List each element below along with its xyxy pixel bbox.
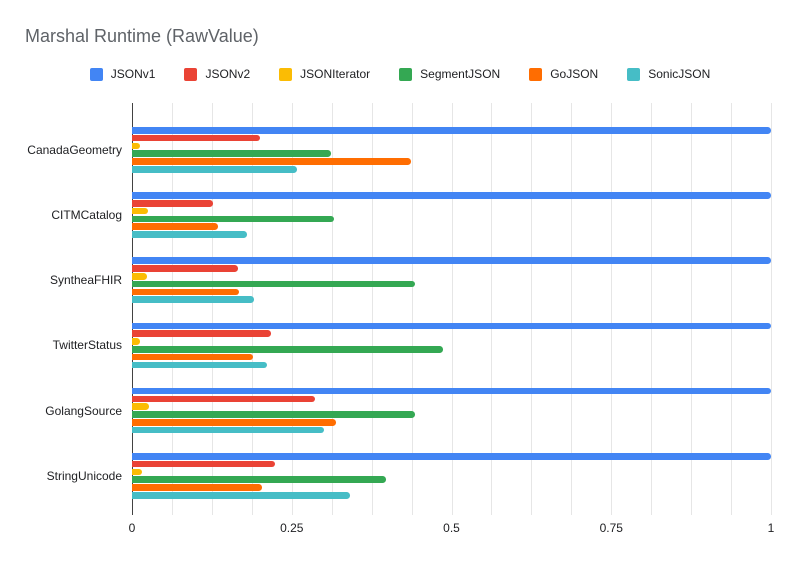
category-label-stringunicode: StringUnicode [46,468,122,483]
gridline [411,103,413,515]
bar-twitterstatus-jsonv1 [132,322,771,330]
legend-item-jsoniterator: JSONIterator [279,67,370,81]
bar-syntheafhir-segmentjson [132,280,416,288]
x-tick-label-0-75: 0.75 [599,521,623,535]
category-label-syntheafhir: SyntheaFHIR [49,273,122,288]
legend-item-segmentjson: SegmentJSON [399,67,500,81]
bar-golangsource-jsonv2 [132,395,315,403]
category-label-citmcatalog: CITMCatalog [51,208,122,222]
bar-twitterstatus-segmentjson [132,346,443,353]
legend-label: JSONIterator [300,67,371,81]
bar-citmcatalog-segmentjson [132,215,334,223]
legend-item-jsonv2: JSONv2 [184,67,250,81]
bar-citmcatalog-jsonv1 [132,192,771,199]
gridline [771,103,772,515]
bar-citmcatalog-jsoniterator [132,207,148,215]
gridline [731,103,733,515]
legend-label: JSONv1 [110,67,156,81]
bar-syntheafhir-gojson [132,288,240,296]
bar-stringunicode-gojson [132,484,262,491]
bar-stringunicode-sonicjson [132,492,350,499]
bar-syntheafhir-jsonv1 [132,257,771,264]
bar-twitterstatus-gojson [132,353,254,361]
bar-stringunicode-jsonv2 [132,460,276,468]
x-tick-label-1: 1 [767,521,775,535]
legend-swatch-icon [627,67,641,81]
bar-stringunicode-segmentjson [132,476,387,483]
x-tick-label-0: 0 [128,521,136,535]
gridline [251,103,253,515]
gridline [571,103,573,515]
chart-legend: JSONv1 JSONv2 JSONIterator SegmentJSON GoJSO… [0,66,800,82]
gridline [331,103,333,515]
legend-label: SonicJSON [648,67,711,81]
bar-twitterstatus-jsonv2 [132,330,272,337]
chart-area: CanadaGeometry CITMCatalog SyntheaFHIR Twit… [0,103,800,543]
gridline [491,103,493,515]
bar-golangsource-jsonv1 [132,387,771,395]
bar-golangsource-sonicjson [132,426,324,434]
bar-canadageometry-sonicjson [132,166,297,173]
legend-label: SegmentJSON [420,67,501,81]
category-axis: CanadaGeometry CITMCatalog SyntheaFHIR Twit… [0,103,127,515]
x-tick-label-0-25: 0.25 [280,521,304,535]
bar-canadageometry-jsonv1 [132,127,771,134]
gridline [211,103,213,515]
bar-twitterstatus-sonicjson [132,361,268,369]
legend-label: GoJSON [550,67,599,81]
bar-canadageometry-jsoniterator [132,142,141,150]
gridline [171,103,173,515]
bar-golangsource-jsoniterator [132,403,149,410]
bar-canadageometry-gojson [132,158,412,165]
chart-title: Marshal Runtime (RawValue) [25,26,259,46]
bar-golangsource-segmentjson [132,411,416,418]
category-label-twitterstatus: TwitterStatus [52,338,122,353]
legend-swatch-icon [399,67,413,81]
gridline [611,103,613,515]
legend-swatch-icon [89,67,103,81]
bar-canadageometry-segmentjson [132,150,331,157]
bar-golangsource-gojson [132,419,337,426]
bar-citmcatalog-gojson [132,223,218,230]
bar-syntheafhir-sonicjson [132,296,255,303]
gridline [371,103,373,515]
bar-syntheafhir-jsoniterator [132,273,148,280]
plot-area: 0 0.25 0.5 0.75 1 [129,103,774,535]
bar-twitterstatus-jsoniterator [132,338,141,345]
gridline [531,103,533,515]
bar-syntheafhir-jsonv2 [132,265,239,272]
category-label-golangsource: GolangSource [45,403,122,418]
bar-citmcatalog-sonicjson [132,231,248,238]
axis-baseline [132,103,133,515]
gridline [691,103,693,515]
gridline [291,103,293,515]
legend-swatch-icon [279,67,293,81]
legend-item-sonicjson: SonicJSON [627,67,710,81]
bar-canadageometry-jsonv2 [132,134,260,142]
legend-label: JSONv2 [205,67,251,81]
legend-item-jsonv1: JSONv1 [89,67,156,81]
bar-citmcatalog-jsonv2 [132,200,214,207]
gridline [651,103,653,515]
legend-swatch-icon [184,67,198,81]
x-tick-label-0-5: 0.5 [443,521,460,535]
legend-item-gojson: GoJSON [529,67,598,81]
bar-stringunicode-jsonv1 [132,453,771,460]
bar-stringunicode-jsoniterator [132,468,143,476]
legend-swatch-icon [529,67,543,81]
category-label-canadageometry: CanadaGeometry [27,142,122,157]
gridline [451,103,453,515]
